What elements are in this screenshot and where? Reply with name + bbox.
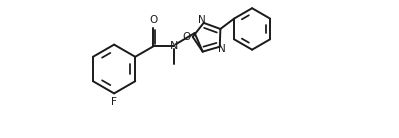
Text: O: O xyxy=(149,15,157,25)
Text: N: N xyxy=(198,15,205,25)
Text: N: N xyxy=(218,44,225,54)
Text: N: N xyxy=(170,41,178,51)
Text: F: F xyxy=(111,97,117,107)
Text: O: O xyxy=(182,32,190,42)
